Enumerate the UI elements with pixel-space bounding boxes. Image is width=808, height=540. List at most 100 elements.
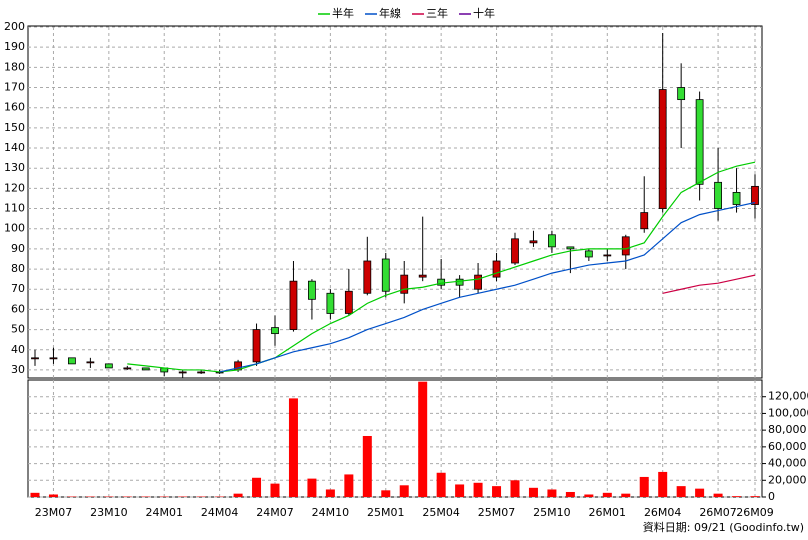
y-tick-label: 90 [11,242,25,255]
candle-body [621,236,630,256]
y-tick-label: 30 [11,363,25,376]
volume-bar [713,493,723,497]
volume-bar [676,486,686,497]
y-tick-label: 110 [4,202,25,215]
y-tick-label: 100 [4,222,25,235]
candle-body [529,240,538,244]
y-tick-label: 170 [4,81,25,94]
x-tick-label: 23M10 [90,506,128,519]
price-frame [27,25,763,379]
y2-tick-label: 120,000 [768,390,808,403]
volume-bar [732,496,742,497]
legend-label: 半年 [332,6,354,20]
x-tick-label: 25M07 [478,506,516,519]
volume-bar [750,496,760,497]
candle-body [492,260,501,278]
volume-bar [344,474,354,497]
y-tick-label: 150 [4,121,25,134]
volume-bar [510,480,520,497]
volume-bar [399,485,409,497]
volume-bar [547,489,557,497]
candle-body [455,278,464,286]
volume-frame [27,379,763,498]
y-tick-label: 70 [11,282,25,295]
candle-body [104,363,113,369]
x-tick-label: 24M10 [312,506,350,519]
volume-bar [252,477,262,497]
y2-tick-label: 0 [768,490,775,503]
volume-bar [362,435,372,497]
volume-bar [30,492,40,497]
candle-body [732,192,741,205]
y-tick-label: 80 [11,262,25,275]
volume-bar [233,493,243,497]
volume-bar [528,487,538,497]
legend-label: 三年 [426,6,448,20]
candle-body [418,274,427,278]
candle-body [658,89,667,209]
volume-bar [621,493,631,497]
candle-body [123,367,132,370]
y-tick-label: 190 [4,40,25,53]
y-tick-label: 130 [4,161,25,174]
candle-body [437,278,446,286]
y-tick-label: 160 [4,101,25,114]
volume-bar [381,490,391,497]
ma-line [219,201,756,373]
y-tick-label: 200 [4,20,25,33]
candle-body [326,292,335,314]
y-tick-label: 140 [4,141,25,154]
volume-bar [270,483,280,497]
candle-body [400,274,409,294]
volume-bar [639,476,649,497]
candle-body [31,357,39,360]
y-tick-label: 50 [11,323,25,336]
candle-body [363,260,372,294]
volume-bar [602,492,612,497]
volume-bar [565,491,575,497]
candle-body [548,234,556,248]
x-tick-label: 23M07 [35,506,73,519]
candle-body [141,367,150,371]
candle-body [603,254,612,257]
candle-body [640,212,649,230]
x-tick-label: 26M01 [589,506,627,519]
ma-line [127,161,756,373]
candle-body [68,357,76,365]
volume-bar [455,484,465,497]
y-tick-label: 120 [4,181,25,194]
legend-label: 十年 [473,6,495,20]
y2-tick-label: 60,000 [768,440,807,453]
y2-tick-label: 40,000 [768,457,807,470]
y2-tick-label: 80,000 [768,423,807,436]
volume-bar [418,381,428,497]
candle-body [511,238,519,264]
x-tick-label: 24M01 [145,506,183,519]
x-tick-label: 24M07 [256,506,294,519]
y2-tick-label: 20,000 [768,473,807,486]
volume-bar [658,471,668,497]
candle-body [714,181,722,209]
x-tick-label: 25M10 [533,506,571,519]
x-tick-label: 25M01 [367,506,405,519]
candle-body [344,290,353,314]
candle-body [677,87,686,101]
candle-body [86,361,95,364]
footer: 資料日期: 09/21 (Goodinfo.tw) [643,520,804,534]
candle-body [49,357,58,360]
candle-body [566,246,575,250]
candle-body [178,371,187,374]
x-tick-label: 26M04 [644,506,682,519]
candle-body [695,99,704,185]
y-tick-label: 60 [11,302,25,315]
ma-line [662,274,756,294]
candle-body [584,250,593,258]
x-tick-label: 26M07 [699,506,737,519]
y2-tick-label: 100,000 [768,406,808,419]
y-tick-label: 40 [11,343,25,356]
y-tick-label: 180 [4,60,25,73]
candle-body [252,329,261,363]
volume-bar [584,494,594,497]
